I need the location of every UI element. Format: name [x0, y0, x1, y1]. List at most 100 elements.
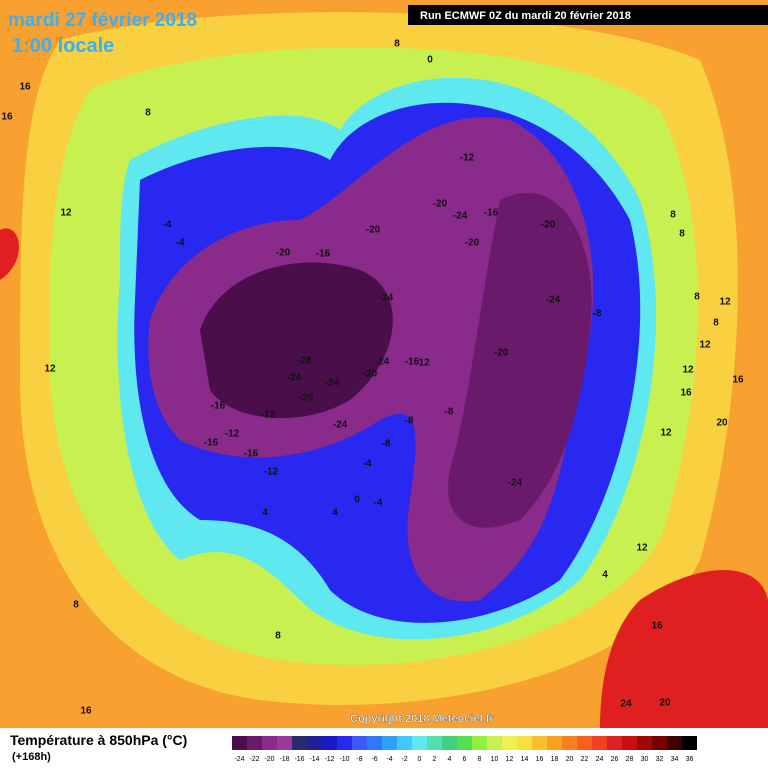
contour-label: 8 — [145, 108, 151, 119]
contour-label: 0 — [354, 495, 360, 506]
map-background — [0, 0, 768, 728]
scale-swatch — [562, 736, 577, 750]
contour-label: -4 — [363, 459, 372, 470]
contour-label: -20 — [465, 238, 480, 249]
contour-label: 8 — [679, 229, 685, 240]
contour-label: -12 — [225, 429, 240, 440]
contour-label: -8 — [445, 407, 454, 418]
run-label: Run ECMWF 0Z du mardi 20 février 2018 — [420, 10, 631, 22]
contour-label: 8 — [670, 210, 676, 221]
contour-label: 0 — [427, 55, 433, 66]
contour-label: -24 — [287, 373, 302, 384]
scale-swatch — [307, 736, 322, 750]
scale-label: 34 — [671, 756, 679, 763]
scale-label: -24 — [234, 756, 244, 763]
scale-swatch — [622, 736, 637, 750]
scale-swatch — [487, 736, 502, 750]
scale-swatch — [337, 736, 352, 750]
scale-label: -22 — [249, 756, 259, 763]
contour-label: 4 — [602, 570, 608, 581]
contour-label: 12 — [418, 358, 430, 369]
scale-label: 30 — [641, 756, 649, 763]
scale-swatch — [532, 736, 547, 750]
scale-swatch — [577, 736, 592, 750]
scale-swatch — [292, 736, 307, 750]
scale-label: -16 — [294, 756, 304, 763]
scale-label: 4 — [448, 756, 452, 763]
contour-label: -16 — [316, 249, 331, 260]
contour-label: 20 — [716, 418, 728, 429]
scale-label: 2 — [433, 756, 437, 763]
contour-label: -24 — [379, 293, 394, 304]
contour-label: -4 — [176, 238, 185, 249]
scale-swatch — [247, 736, 262, 750]
contour-label: 16 — [651, 621, 663, 632]
contour-label: -8 — [382, 439, 391, 450]
scale-label: -4 — [386, 756, 392, 763]
scale-swatch — [322, 736, 337, 750]
scale-swatch — [352, 736, 367, 750]
copyright: Copyright 2018 Meteociel.fr — [350, 713, 494, 725]
scale-label: 26 — [611, 756, 619, 763]
contour-label: -24 — [546, 295, 561, 306]
scale-swatch — [502, 736, 517, 750]
contour-label: -16 — [211, 401, 226, 412]
legend-title: Température à 850hPa (°C) — [10, 732, 187, 748]
contour-label: 8 — [694, 292, 700, 303]
contour-label: 16 — [80, 706, 92, 717]
contour-label: 16 — [19, 82, 31, 93]
contour-label: -8 — [405, 416, 414, 427]
scale-label: 32 — [656, 756, 664, 763]
scale-label: 18 — [551, 756, 559, 763]
scale-swatch — [412, 736, 427, 750]
scale-swatch — [682, 736, 697, 750]
contour-label: -12 — [460, 153, 475, 164]
scale-swatch — [457, 736, 472, 750]
contour-label: -16 — [405, 357, 420, 368]
contour-label: -16 — [244, 449, 259, 460]
scale-label: 0 — [418, 756, 422, 763]
scale-swatch — [232, 736, 247, 750]
scale-swatch — [367, 736, 382, 750]
scale-label: -14 — [309, 756, 319, 763]
contour-label: -24 — [453, 211, 468, 222]
scale-label: -6 — [371, 756, 377, 763]
scale-label: 14 — [521, 756, 529, 763]
contour-label: 4 — [332, 508, 338, 519]
contour-label: 4 — [262, 508, 268, 519]
contour-label: 20 — [659, 698, 671, 709]
scale-label: -12 — [324, 756, 334, 763]
contour-label: 12 — [682, 365, 694, 376]
contour-label: -8 — [593, 309, 602, 320]
scale-label: -2 — [401, 756, 407, 763]
scale-swatch — [517, 736, 532, 750]
date-label: mardi 27 février 2018 — [8, 10, 197, 31]
contour-label: -20 — [494, 348, 509, 359]
contour-label: 12 — [699, 340, 711, 351]
scale-label: 16 — [536, 756, 544, 763]
contour-label: -4 — [163, 220, 172, 231]
contour-label: -16 — [484, 208, 499, 219]
contour-label: -20 — [433, 199, 448, 210]
contour-label: 16 — [732, 375, 744, 386]
scale-swatch — [397, 736, 412, 750]
contour-label: -20 — [541, 220, 556, 231]
contour-label: 8 — [275, 631, 281, 642]
scale-label: 8 — [478, 756, 482, 763]
scale-swatch — [472, 736, 487, 750]
contour-label: -4 — [374, 498, 383, 509]
scale-label: 6 — [463, 756, 467, 763]
contour-label: -16 — [204, 438, 219, 449]
color-scale: -24 -22 -20 -18 -16 -14 -12 -10 -8 -6 -4 -2 0 2 4 6 8 10 1… — [232, 736, 697, 763]
scale-label: 10 — [491, 756, 499, 763]
contour-label: 24 — [620, 699, 632, 710]
contour-label: 12 — [660, 428, 672, 439]
scale-swatch — [592, 736, 607, 750]
scale-swatch — [262, 736, 277, 750]
lead-time: (+168h) — [12, 751, 51, 763]
scale-label: 12 — [506, 756, 514, 763]
scale-label: -10 — [339, 756, 349, 763]
contour-label: 12 — [44, 364, 56, 375]
contour-label: -20 — [299, 393, 314, 404]
